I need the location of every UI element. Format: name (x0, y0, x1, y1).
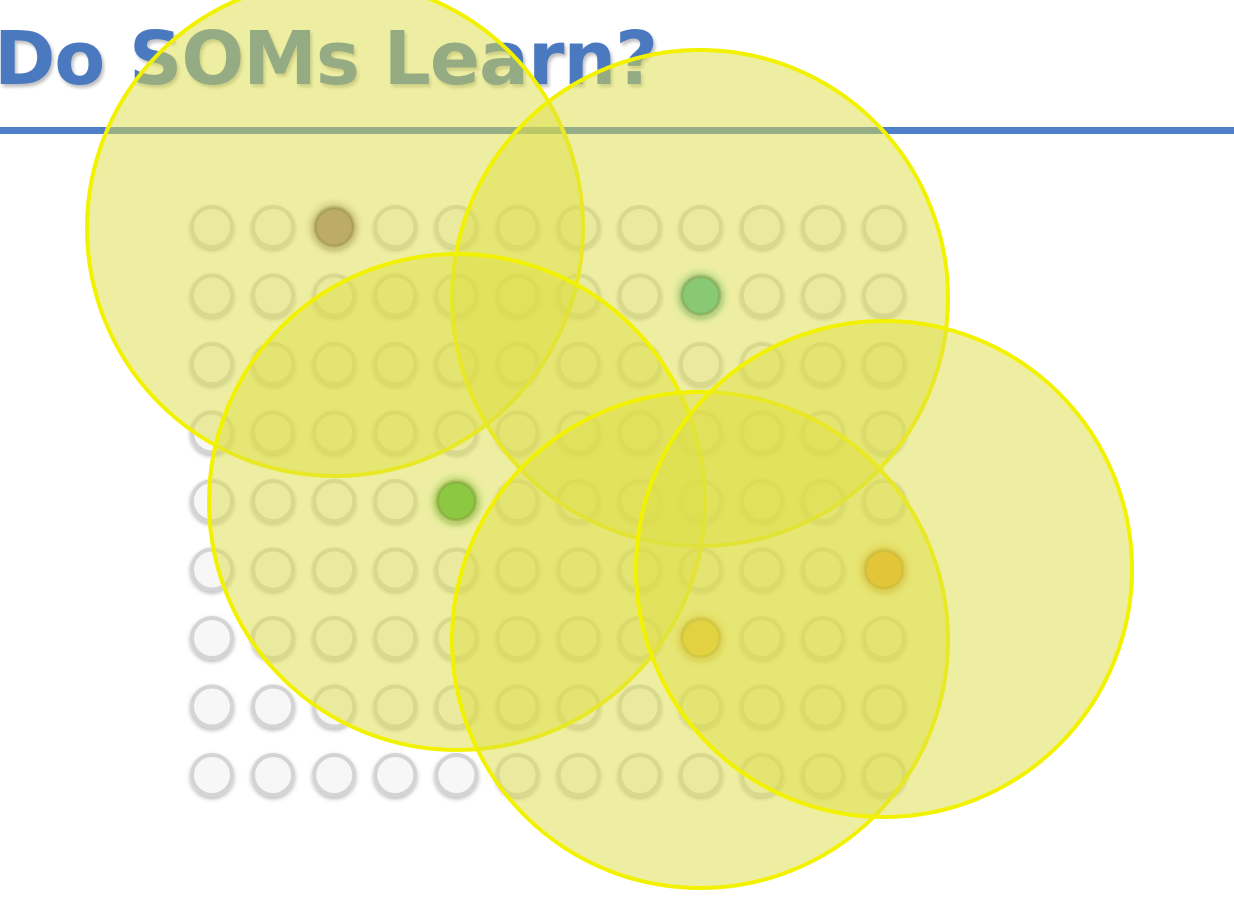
som-node (251, 684, 296, 729)
som-node (312, 753, 357, 797)
som-node (373, 753, 418, 797)
neighborhood-circle-5 (634, 319, 1134, 819)
som-node (434, 753, 479, 797)
som-node (190, 684, 234, 729)
som-node (251, 753, 296, 797)
som-node (190, 616, 234, 660)
som-node (190, 753, 234, 797)
neighborhood-circles (85, 0, 1134, 890)
